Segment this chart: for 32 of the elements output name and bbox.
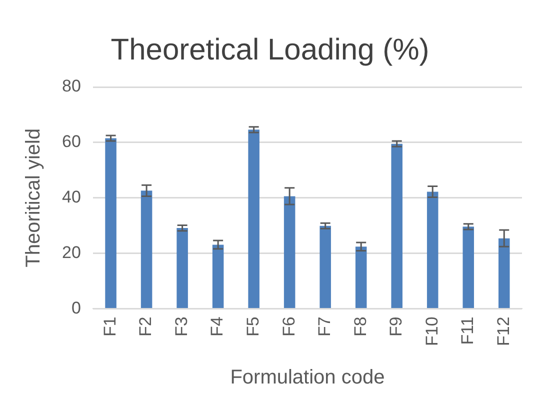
bar (140, 190, 152, 308)
x-tick-label: F6 (279, 316, 298, 337)
x-tick-label: F1 (100, 316, 120, 337)
x-tick-label: F9 (386, 316, 406, 337)
x-tick-label: F8 (350, 316, 370, 337)
y-tick-label: 40 (62, 188, 81, 207)
x-tick-label: F3 (172, 316, 191, 337)
y-tick-label: 20 (62, 242, 81, 262)
x-tick-label: F11 (458, 316, 478, 345)
x-tick-label: F5 (244, 316, 263, 337)
bar (355, 246, 367, 308)
bar (248, 130, 260, 308)
y-tick-label: 80 (62, 76, 81, 96)
bar (426, 192, 438, 308)
bar (105, 138, 116, 308)
bar (320, 226, 331, 308)
x-tick-label: F10 (422, 316, 442, 346)
bar (284, 196, 296, 308)
x-tick-label: F12 (494, 316, 513, 346)
bar (391, 144, 402, 308)
x-axis-title: Formulation code (230, 366, 385, 389)
x-tick-label: F2 (136, 316, 156, 337)
bar (212, 244, 224, 308)
y-tick-label: 0 (71, 298, 81, 318)
chart-title: Theoretical Loading (%) (110, 33, 430, 66)
y-axis-title: Theoritical yield (22, 128, 45, 268)
x-tick-label: F4 (208, 316, 227, 337)
bar (498, 238, 510, 308)
y-tick-label: 60 (62, 132, 81, 152)
x-tick-label: F7 (315, 316, 334, 337)
bar (176, 228, 188, 308)
bar (462, 226, 474, 308)
